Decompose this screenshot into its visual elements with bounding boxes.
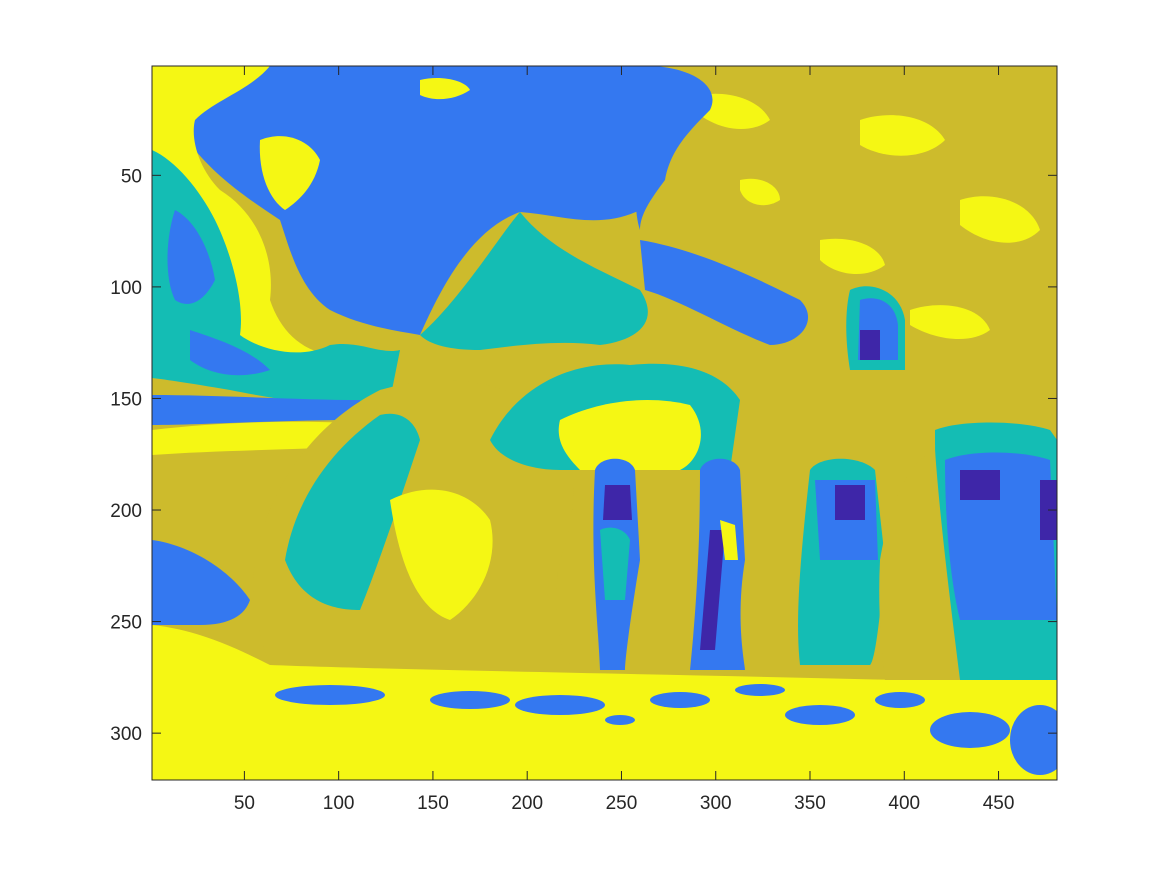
region-canopy-light — [860, 115, 945, 156]
region-trees-left-dark — [167, 210, 215, 304]
x-tick-label: 250 — [606, 793, 638, 814]
region-sky — [184, 66, 657, 335]
x-tick-label: 300 — [700, 793, 732, 814]
region-person-3 — [798, 458, 885, 665]
region-ground-left-blue — [152, 540, 250, 625]
x-tick-label: 350 — [794, 793, 826, 814]
region-rock-mid-light — [558, 400, 701, 470]
region-rock-left-teal — [285, 413, 420, 610]
y-tick-label: 50 — [121, 166, 142, 187]
heatmap-image — [152, 66, 1057, 780]
region-canopy-teal — [420, 212, 648, 350]
region-band-blue — [152, 395, 360, 425]
x-tick-label: 100 — [323, 793, 355, 814]
region-canopy-light — [700, 93, 770, 130]
x-axis: 50 100 150 200 250 300 350 400 450 — [234, 66, 1015, 814]
region-person-4 — [935, 422, 1057, 680]
region-canopy-light — [820, 238, 885, 275]
x-tick-label: 200 — [511, 793, 543, 814]
region-canopy-light — [960, 196, 1040, 243]
axes-frame — [151, 65, 1058, 781]
region-rock-left-light — [390, 489, 493, 620]
region-ground — [152, 625, 1057, 780]
x-tick-label: 50 — [234, 793, 255, 814]
region-rock-right — [879, 450, 960, 680]
y-tick-label: 300 — [110, 724, 142, 745]
region-sky-light — [259, 136, 320, 210]
y-tick-label: 150 — [110, 389, 142, 410]
region-canopy-light — [740, 178, 780, 206]
region-canopy-blue — [635, 66, 713, 230]
region-ground-blue-spots — [275, 684, 1057, 775]
region-person-top — [846, 286, 905, 370]
region-canopy-light — [910, 305, 990, 340]
region-trees-left-dark — [190, 330, 270, 376]
x-tick-label: 150 — [417, 793, 449, 814]
y-axis: 50 100 150 200 250 300 — [110, 166, 1057, 745]
y-tick-label: 100 — [110, 278, 142, 299]
x-tick-label: 450 — [983, 793, 1015, 814]
region-canopy-blue — [640, 240, 809, 345]
y-tick-label: 200 — [110, 501, 142, 522]
y-tick-label: 250 — [110, 613, 142, 634]
region-person-1 — [593, 458, 640, 670]
region-sky-light — [420, 78, 470, 100]
region-person-2 — [690, 458, 745, 670]
x-tick-label: 400 — [888, 793, 920, 814]
